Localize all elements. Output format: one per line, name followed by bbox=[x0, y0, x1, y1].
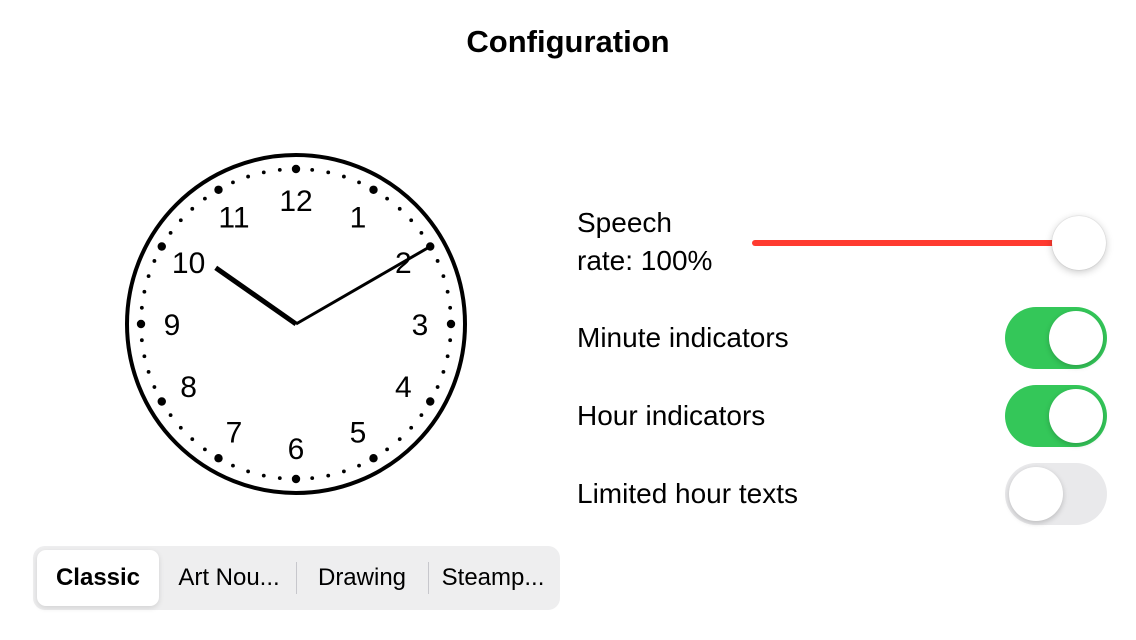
minute-dot bbox=[261, 473, 266, 478]
minute-dot bbox=[168, 230, 173, 235]
minute-dot bbox=[178, 218, 183, 223]
speech-rate-slider-thumb[interactable] bbox=[1052, 216, 1106, 270]
minute-dot bbox=[441, 369, 446, 374]
speech-rate-slider-track bbox=[752, 240, 1080, 246]
limited-hour-texts-toggle-knob bbox=[1009, 467, 1063, 521]
clock-numeral: 1 bbox=[350, 202, 367, 235]
clock-numeral: 3 bbox=[412, 309, 429, 342]
segment-divider bbox=[428, 562, 429, 594]
minute-dot bbox=[385, 196, 390, 201]
speech-rate-slider[interactable] bbox=[752, 216, 1108, 270]
minute-dot bbox=[419, 230, 424, 235]
minute-dot bbox=[310, 167, 315, 172]
minute-dot bbox=[419, 413, 424, 418]
hour-indicators-label: Hour indicators bbox=[577, 400, 766, 431]
segment-divider bbox=[296, 562, 297, 594]
minute-dot bbox=[277, 167, 282, 172]
clock-numeral: 11 bbox=[218, 202, 249, 235]
clock-numeral: 12 bbox=[279, 185, 312, 218]
minute-dot bbox=[326, 170, 331, 175]
clock-numeral: 8 bbox=[180, 371, 197, 404]
minute-indicators-label: Minute indicators bbox=[577, 322, 789, 353]
clock-numeral: 9 bbox=[164, 309, 181, 342]
minute-dot bbox=[231, 180, 235, 185]
minute-dot bbox=[246, 469, 251, 474]
minute-dot bbox=[397, 206, 402, 211]
hour-dot bbox=[157, 397, 166, 406]
minute-dot bbox=[435, 259, 440, 263]
hour-dot bbox=[291, 164, 301, 174]
minute-dot bbox=[142, 354, 147, 359]
minute-dot bbox=[357, 180, 361, 185]
minute-dot bbox=[152, 385, 157, 389]
hour-dot bbox=[214, 454, 223, 463]
speech-rate-label-line1: Speech bbox=[577, 207, 672, 238]
clock-numeral: 7 bbox=[226, 416, 243, 449]
page-title: Configuration bbox=[466, 24, 670, 59]
minute-dot bbox=[168, 413, 173, 418]
minute-dot bbox=[231, 463, 235, 468]
clock-numeral: 4 bbox=[395, 371, 412, 404]
segment-art-nouveau[interactable]: Art Nou... bbox=[178, 564, 280, 591]
hour-dot bbox=[446, 319, 456, 329]
minute-indicators-toggle[interactable] bbox=[1005, 307, 1107, 369]
minute-hand bbox=[295, 245, 431, 326]
minute-dot bbox=[341, 469, 346, 474]
minute-dot bbox=[445, 354, 450, 359]
minute-dot bbox=[202, 447, 207, 452]
clock-numeral: 6 bbox=[288, 433, 305, 466]
segment-classic[interactable]: Classic bbox=[37, 550, 159, 606]
speech-rate-label: Speech rate: 100% bbox=[577, 204, 712, 280]
minute-dot bbox=[246, 174, 251, 179]
hour-indicators-toggle-knob bbox=[1049, 389, 1103, 443]
minute-dot bbox=[146, 369, 151, 374]
minute-dot bbox=[448, 305, 453, 310]
minute-dot bbox=[190, 206, 195, 211]
hour-dot bbox=[157, 242, 166, 251]
hour-dot bbox=[214, 185, 223, 194]
minute-dot bbox=[310, 476, 315, 481]
hour-indicators-toggle[interactable] bbox=[1005, 385, 1107, 447]
minute-dot bbox=[409, 425, 414, 430]
clock-numeral: 5 bbox=[350, 416, 367, 449]
hour-hand bbox=[214, 265, 298, 327]
minute-dot bbox=[357, 463, 361, 468]
minute-dot bbox=[139, 305, 144, 310]
minute-dot bbox=[448, 338, 453, 343]
minute-dot bbox=[152, 259, 157, 263]
minute-indicators-toggle-knob bbox=[1049, 311, 1103, 365]
minute-dot bbox=[190, 437, 195, 442]
segment-drawing[interactable]: Drawing bbox=[317, 564, 407, 591]
hour-dot bbox=[136, 319, 146, 329]
hour-dot bbox=[426, 397, 435, 406]
minute-dot bbox=[202, 196, 207, 201]
minute-dot bbox=[277, 476, 282, 481]
hour-dot bbox=[369, 185, 378, 194]
clock-preview: 121234567891011 bbox=[125, 153, 467, 495]
minute-dot bbox=[435, 385, 440, 389]
speech-rate-label-line2: rate: 100% bbox=[577, 245, 713, 276]
hour-dot bbox=[369, 454, 378, 463]
segment-steampunk[interactable]: Steamp... bbox=[441, 564, 545, 591]
minute-dot bbox=[261, 170, 266, 175]
minute-dot bbox=[178, 425, 183, 430]
clock-numerals: 121234567891011 bbox=[164, 185, 429, 466]
minute-dot bbox=[441, 274, 446, 279]
minute-dot bbox=[142, 289, 147, 294]
limited-hour-texts-label: Limited hour texts bbox=[577, 478, 798, 509]
clock-style-segmented-control: Classic Art Nou... Drawing Steamp... bbox=[33, 546, 560, 610]
limited-hour-texts-toggle[interactable] bbox=[1005, 463, 1107, 525]
minute-dot bbox=[326, 473, 331, 478]
minute-dot bbox=[409, 218, 414, 223]
clock-numeral: 10 bbox=[172, 247, 205, 280]
minute-dot bbox=[146, 274, 151, 279]
minute-indicators bbox=[139, 167, 453, 481]
hour-dot bbox=[291, 474, 301, 484]
minute-dot bbox=[139, 338, 144, 343]
minute-dot bbox=[341, 174, 346, 179]
minute-dot bbox=[397, 437, 402, 442]
minute-dot bbox=[445, 289, 450, 294]
minute-dot bbox=[385, 447, 390, 452]
